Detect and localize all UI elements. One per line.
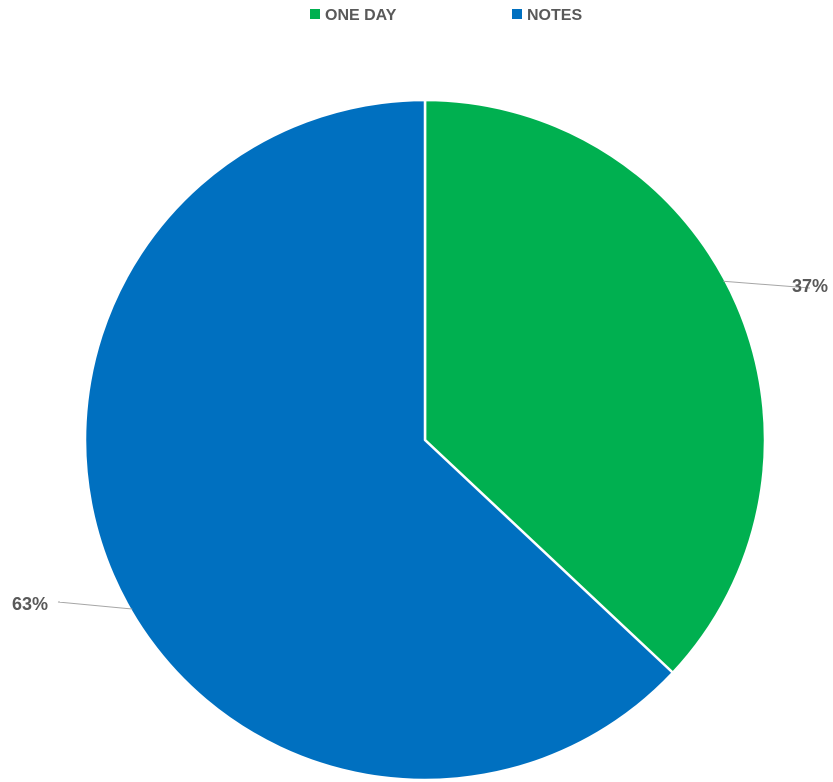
- pie-slice-notes: [83, 98, 675, 782]
- pie-slice-one-day: [423, 98, 767, 674]
- leader-line-notes: [57, 601, 133, 610]
- data-label-notes: 63%: [12, 594, 48, 614]
- legend-label-notes: NOTES: [527, 7, 582, 24]
- legend: ONE DAY NOTES: [310, 7, 582, 24]
- data-label-one-day: 37%: [792, 276, 828, 296]
- legend-swatch-one-day: [310, 9, 320, 19]
- legend-swatch-notes: [512, 9, 522, 19]
- pie-slices: [83, 98, 767, 782]
- leader-lines: [57, 280, 811, 610]
- legend-label-one-day: ONE DAY: [325, 7, 397, 24]
- leader-line-one-day: [723, 280, 811, 289]
- data-labels: 37% 63%: [12, 276, 828, 614]
